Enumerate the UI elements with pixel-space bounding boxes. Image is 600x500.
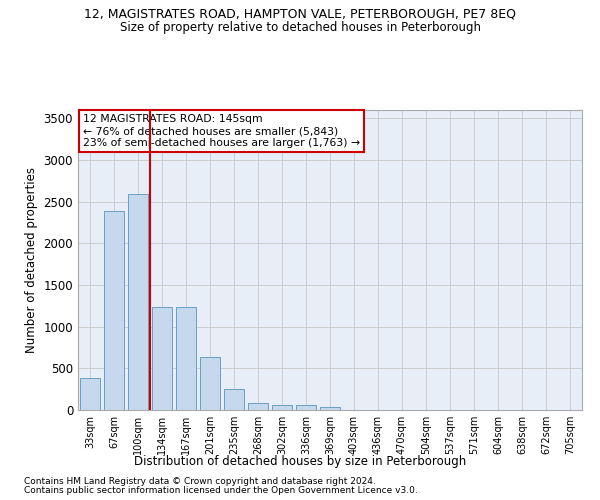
Bar (104, 211, 124, 410)
Bar (248, 402, 268, 410)
Text: Contains HM Land Registry data © Crown copyright and database right 2024.: Contains HM Land Registry data © Crown c… (24, 478, 376, 486)
Bar (80, 378, 100, 410)
Bar (152, 306, 172, 410)
Bar (296, 406, 316, 410)
Text: 12 MAGISTRATES ROAD: 145sqm
← 76% of detached houses are smaller (5,843)
23% of : 12 MAGISTRATES ROAD: 145sqm ← 76% of det… (83, 114, 360, 148)
Bar (224, 389, 244, 410)
Text: 12, MAGISTRATES ROAD, HAMPTON VALE, PETERBOROUGH, PE7 8EQ: 12, MAGISTRATES ROAD, HAMPTON VALE, PETE… (84, 8, 516, 20)
Text: Contains public sector information licensed under the Open Government Licence v3: Contains public sector information licen… (24, 486, 418, 495)
Y-axis label: Number of detached properties: Number of detached properties (25, 167, 38, 353)
Bar (272, 405, 292, 410)
Text: Distribution of detached houses by size in Peterborough: Distribution of detached houses by size … (134, 455, 466, 468)
Bar (200, 356, 220, 410)
Bar (320, 406, 340, 410)
Bar (128, 194, 148, 410)
Bar (176, 306, 196, 410)
Text: Size of property relative to detached houses in Peterborough: Size of property relative to detached ho… (119, 21, 481, 34)
